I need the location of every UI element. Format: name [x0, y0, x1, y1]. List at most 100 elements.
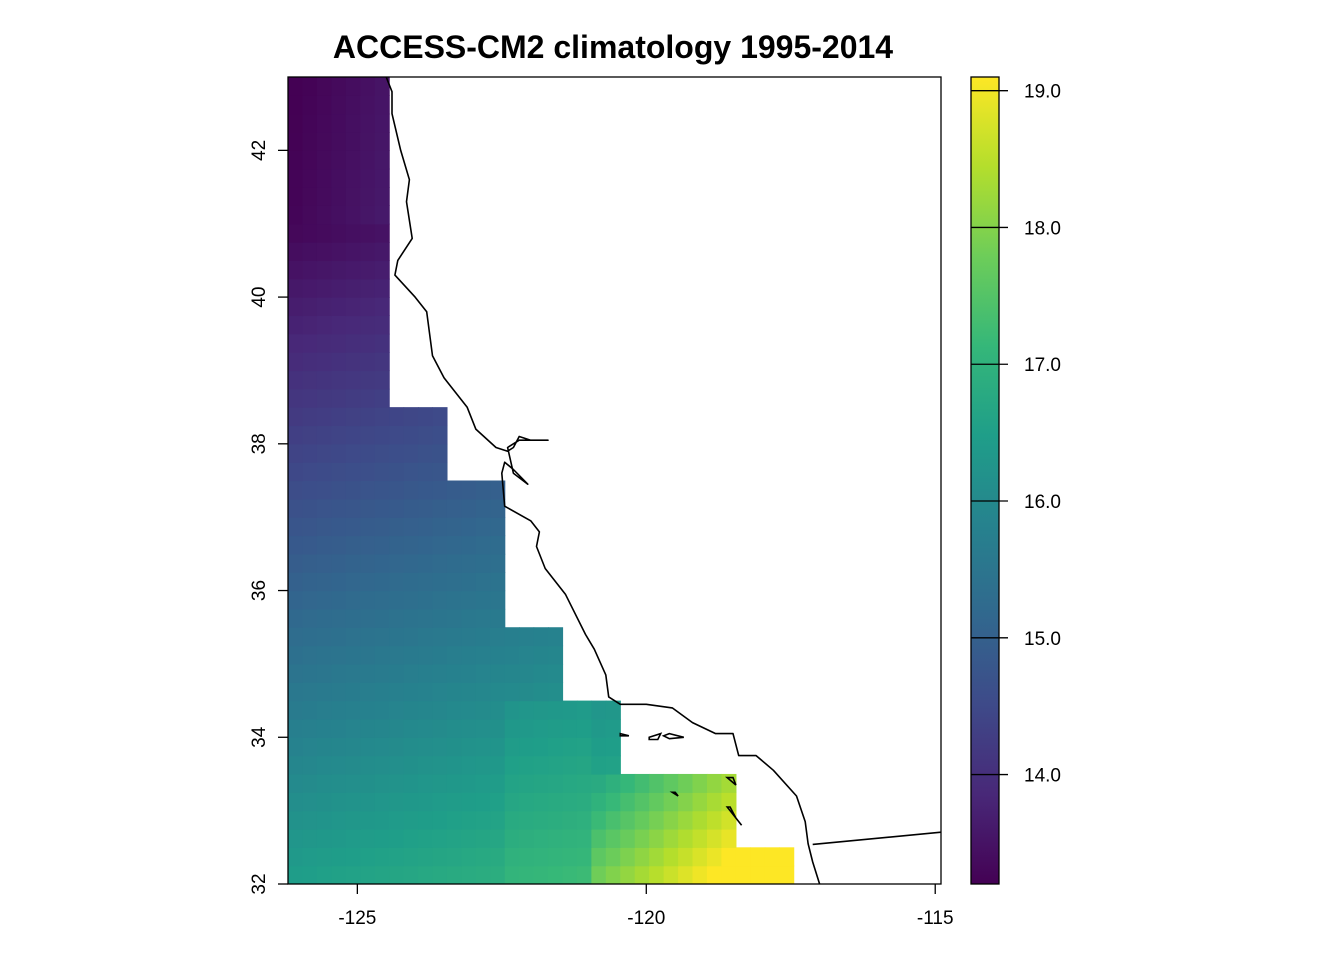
- heatmap-cell: [706, 773, 723, 793]
- colorbar-tick-label: 19.0: [1024, 82, 1061, 103]
- heatmap-cell: [446, 718, 462, 738]
- heatmap-cell: [432, 407, 448, 427]
- heatmap-cell: [678, 865, 694, 884]
- heatmap-cell: [432, 718, 448, 738]
- heatmap-cell: [432, 700, 448, 720]
- heatmap-cell: [316, 333, 332, 353]
- heatmap-cell: [403, 755, 419, 775]
- heatmap-cell: [475, 535, 491, 555]
- heatmap-cell: [519, 737, 535, 757]
- heatmap-cell: [461, 645, 477, 665]
- heatmap-cell: [504, 792, 520, 812]
- heatmap-cell: [331, 627, 347, 647]
- heatmap-cell: [490, 865, 506, 884]
- heatmap-cell: [345, 297, 361, 317]
- colorbar-tick-label: 18.0: [1024, 218, 1061, 239]
- heatmap-cell: [360, 370, 376, 390]
- heatmap-cell: [548, 773, 564, 793]
- heatmap-cell: [288, 847, 304, 867]
- heatmap-cell: [706, 828, 723, 848]
- heatmap-cell: [446, 700, 462, 720]
- heatmap-cell: [374, 865, 390, 884]
- heatmap-cell: [562, 773, 578, 793]
- heatmap-cell: [316, 132, 332, 151]
- heatmap-cell: [533, 645, 549, 665]
- heatmap-cell: [302, 333, 318, 353]
- heatmap-cell: [302, 847, 318, 867]
- heatmap-cell: [345, 718, 361, 738]
- heatmap-cell: [432, 498, 448, 518]
- heatmap-cell: [475, 847, 491, 867]
- heatmap-cell: [461, 627, 477, 647]
- heatmap-cell: [360, 297, 376, 317]
- heatmap-cell: [461, 663, 477, 683]
- heatmap-cell: [533, 700, 549, 720]
- heatmap-cell: [461, 498, 477, 518]
- x-tick-label: -125: [338, 908, 376, 929]
- heatmap-cell: [432, 553, 448, 573]
- heatmap-cell: [721, 828, 737, 848]
- heatmap-cell: [345, 242, 361, 262]
- heatmap-cell: [461, 865, 477, 884]
- heatmap-cell: [519, 828, 535, 848]
- heatmap-cell: [345, 168, 361, 188]
- heatmap-cell: [533, 865, 549, 884]
- heatmap-cell: [360, 132, 376, 151]
- heatmap-cell: [389, 590, 405, 610]
- heatmap-cell: [446, 865, 462, 884]
- heatmap-cell: [432, 682, 448, 702]
- heatmap-cell: [374, 572, 390, 592]
- island-outline: [619, 732, 630, 737]
- heatmap-cell: [288, 187, 304, 206]
- heatmap-cell: [591, 700, 607, 720]
- heatmap-cell: [418, 480, 434, 500]
- heatmap-cell: [403, 645, 419, 665]
- heatmap-cell: [331, 700, 347, 720]
- heatmap-cell: [490, 645, 506, 665]
- heatmap-cell: [663, 828, 679, 848]
- heatmap-cell: [331, 223, 347, 243]
- heatmap-cell: [389, 663, 405, 683]
- heatmap-cell: [360, 828, 376, 848]
- heatmap-cell: [490, 700, 506, 720]
- heatmap-cell: [374, 443, 390, 463]
- heatmap-cell: [345, 425, 361, 445]
- heatmap-cell: [461, 480, 477, 500]
- heatmap-cell: [331, 168, 347, 188]
- heatmap-cell: [302, 132, 318, 151]
- heatmap-cell: [403, 847, 419, 867]
- heatmap-cell: [288, 810, 304, 830]
- heatmap-cell: [475, 700, 491, 720]
- heatmap-cell: [345, 480, 361, 500]
- heatmap-cell: [634, 865, 650, 884]
- heatmap-cell: [548, 737, 564, 757]
- heatmap-cell: [345, 278, 361, 298]
- heatmap-cell: [403, 627, 419, 647]
- heatmap-cell: [432, 572, 448, 592]
- heatmap-cell: [432, 773, 448, 793]
- heatmap-cell: [432, 792, 448, 812]
- heatmap-cell: [345, 828, 361, 848]
- heatmap-cell: [461, 517, 477, 537]
- heatmap-cell: [345, 553, 361, 573]
- heatmap-cell: [475, 517, 491, 537]
- heatmap-cell: [446, 590, 462, 610]
- heatmap-cell: [576, 810, 592, 830]
- heatmap-cell: [331, 847, 347, 867]
- heatmap-cell: [389, 792, 405, 812]
- heatmap-cell: [504, 645, 520, 665]
- heatmap-cell: [302, 187, 318, 206]
- heatmap-cell: [533, 828, 549, 848]
- heatmap-cell: [663, 773, 679, 793]
- heatmap-cell: [490, 682, 506, 702]
- heatmap-cell: [389, 425, 405, 445]
- heatmap-cell: [634, 810, 650, 830]
- heatmap-cell: [418, 700, 434, 720]
- heatmap-cell: [302, 755, 318, 775]
- heatmap-cell: [418, 517, 434, 537]
- heatmap-cell: [403, 517, 419, 537]
- heatmap-cell: [446, 810, 462, 830]
- heatmap-cell: [316, 535, 332, 555]
- heatmap-cell: [446, 498, 462, 518]
- heatmap-cell: [374, 608, 390, 628]
